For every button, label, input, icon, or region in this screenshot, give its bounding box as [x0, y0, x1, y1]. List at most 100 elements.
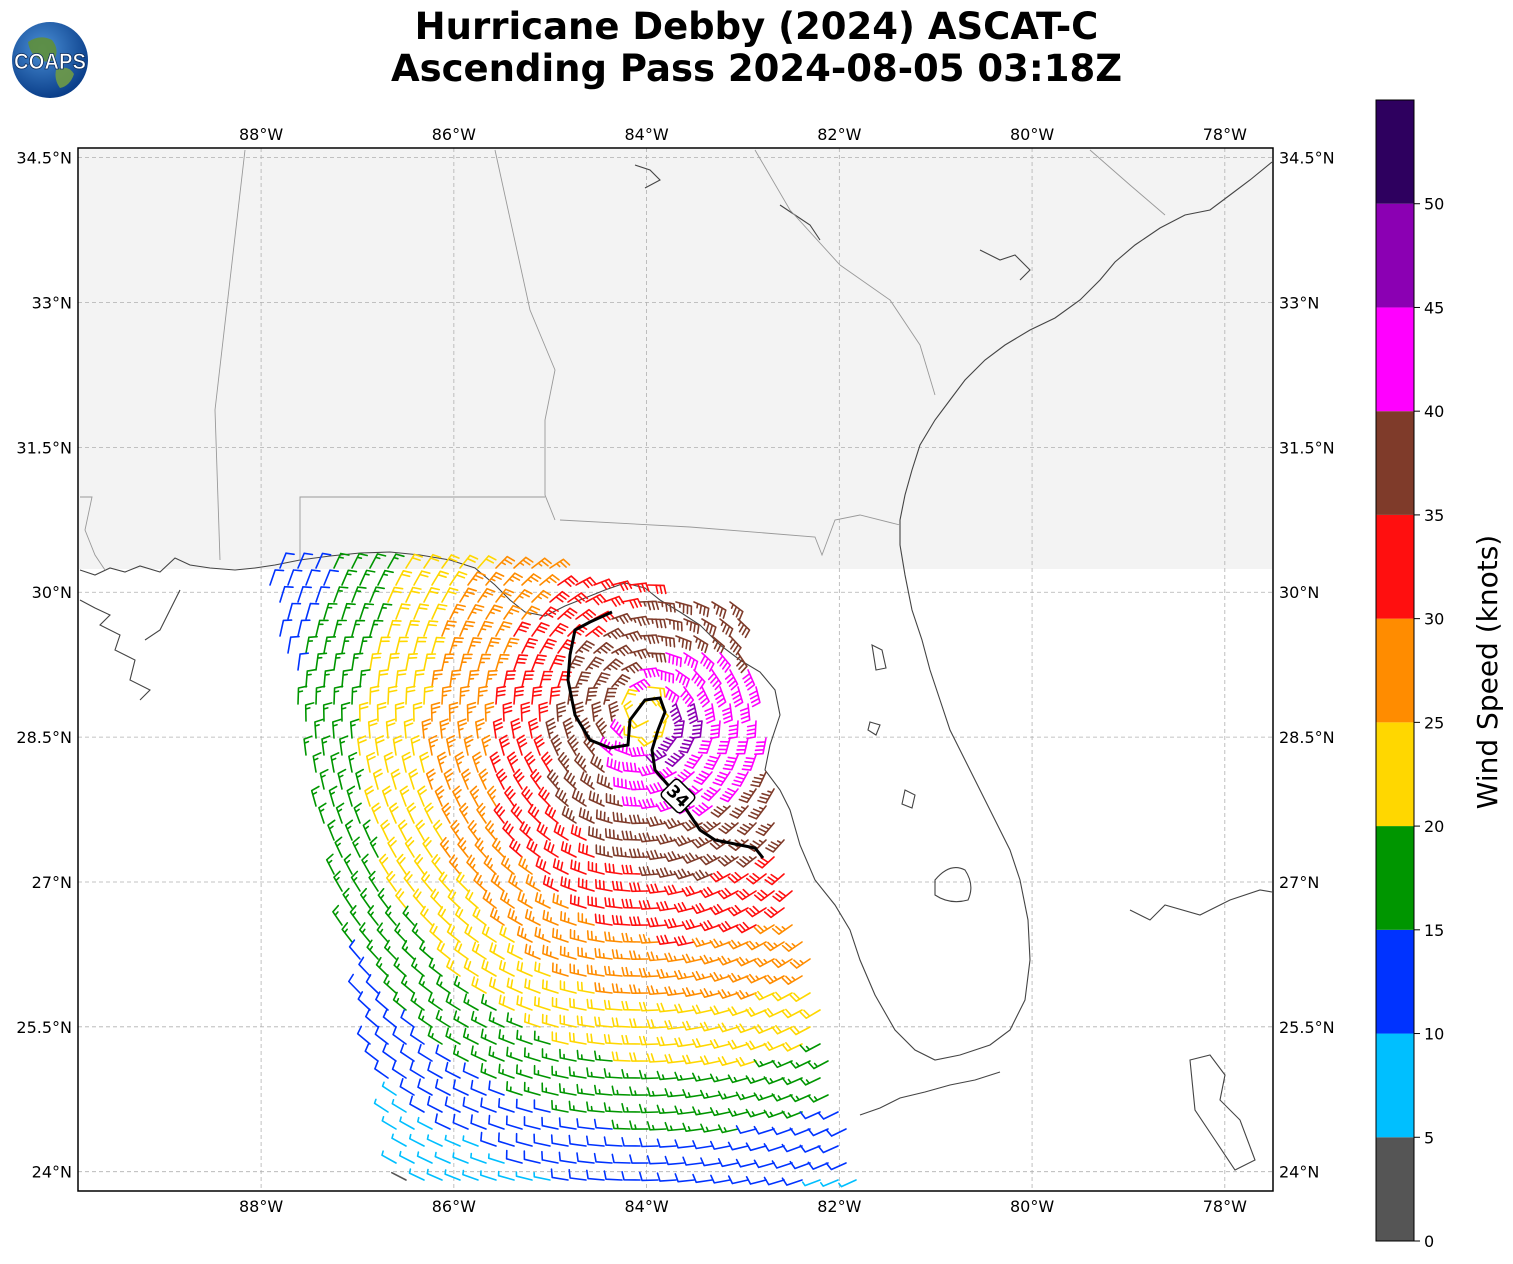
wind-barb — [459, 587, 477, 603]
wind-barb — [516, 960, 533, 977]
wind-barb — [517, 891, 533, 909]
wind-barb — [287, 602, 302, 620]
wind-barb — [536, 821, 551, 841]
colorbar-bins — [1376, 100, 1414, 1241]
wind-barb — [664, 1155, 685, 1166]
wind-barb — [384, 905, 397, 926]
wind-barb — [629, 1120, 649, 1130]
wind-barb — [724, 669, 739, 691]
wind-barb — [729, 805, 749, 819]
wind-barb — [467, 669, 480, 688]
wind-barb — [739, 703, 751, 724]
wind-barb — [435, 1078, 451, 1096]
wind-barb — [578, 807, 595, 824]
wind-barb — [506, 751, 519, 773]
wind-barb — [603, 595, 625, 607]
wind-barb — [360, 887, 371, 909]
wind-barb — [377, 669, 389, 688]
wind-barb — [576, 1152, 595, 1164]
wind-barb — [413, 603, 430, 620]
wind-barb — [561, 805, 577, 824]
wind-barb — [629, 615, 650, 627]
wind-barb — [577, 877, 595, 892]
wind-barb — [463, 958, 479, 977]
wind-barb — [753, 1092, 775, 1101]
wind-barb — [736, 822, 757, 836]
wind-barb — [502, 701, 513, 722]
wind-barb — [443, 768, 454, 790]
wind-barb — [575, 671, 591, 688]
wind-barb — [719, 787, 739, 803]
wind-barb — [439, 836, 451, 858]
wind-barb — [434, 1113, 451, 1130]
wind-barb — [560, 841, 577, 858]
wind-barb — [524, 978, 541, 994]
wind-barb — [452, 785, 462, 807]
wind-barb — [506, 1012, 523, 1028]
wind-barb — [387, 553, 405, 569]
wind-barb — [551, 1065, 569, 1079]
wind-barb — [699, 1055, 721, 1066]
lat-label-right-4: 28.5°N — [1279, 728, 1335, 747]
colorbar-ticks: 0 5 10 15 20 25 30 35 40 45 50 — [1414, 195, 1444, 1251]
wind-barb — [434, 1151, 451, 1164]
wind-barb — [358, 702, 369, 722]
wind-barb — [693, 601, 710, 618]
wind-barb — [495, 653, 510, 671]
wind-barb — [593, 672, 611, 688]
wind-barb — [533, 1064, 551, 1079]
wind-barb — [656, 934, 677, 945]
wind-barb — [421, 871, 433, 892]
wind-barb — [498, 734, 510, 756]
wind-barb — [287, 635, 300, 654]
wind-barb — [621, 1069, 641, 1079]
wind-barb — [692, 802, 713, 817]
colorbar: 0 5 10 15 20 25 30 35 40 45 50 Wind Speed (knots) — [1375, 99, 1504, 1251]
wind-barb — [429, 923, 443, 943]
wind-barb — [647, 618, 667, 629]
wind-barb — [462, 1062, 479, 1079]
wind-barb — [521, 786, 533, 807]
wind-barb — [333, 586, 349, 603]
wind-barb — [516, 926, 533, 943]
colorbar-tick-0: 0 — [1424, 1232, 1434, 1251]
wind-barb — [716, 652, 731, 673]
wind-barb — [333, 619, 347, 637]
wind-barb — [646, 917, 667, 928]
wind-barb — [629, 1154, 649, 1164]
wind-barb — [458, 802, 469, 824]
wind-barb — [439, 718, 450, 739]
wind-barb — [646, 883, 667, 894]
wind-barb — [549, 654, 566, 671]
wind-barb — [481, 924, 497, 943]
wind-barb — [699, 988, 721, 998]
wind-barb — [621, 1034, 641, 1045]
wind-barb — [405, 685, 416, 705]
wind-barb — [655, 799, 677, 812]
wind-barb — [467, 571, 486, 586]
wind-barb — [428, 992, 443, 1011]
wind-barb — [763, 1109, 785, 1119]
wind-barb — [523, 1081, 541, 1096]
wind-barb — [825, 1162, 847, 1171]
wind-barb — [606, 757, 623, 773]
wind-barb — [603, 1136, 623, 1147]
colorbar-tick-3: 15 — [1424, 921, 1444, 940]
wind-barb — [611, 1153, 631, 1164]
wind-barb — [305, 668, 317, 688]
wind-barb — [279, 552, 295, 569]
wind-barb — [430, 702, 441, 722]
wind-barb — [416, 1151, 433, 1164]
wind-barb — [322, 702, 333, 722]
wind-barb — [441, 587, 459, 603]
wind-barb — [609, 718, 625, 739]
wind-barb — [510, 718, 521, 739]
wind-barb — [789, 1127, 811, 1136]
wind-barb — [735, 990, 757, 1000]
wind-barb — [539, 638, 557, 654]
title-line-2: Ascending Pass 2024-08-05 03:18Z — [390, 47, 1123, 90]
wind-barb — [410, 992, 425, 1011]
wind-barb — [755, 822, 775, 837]
wind-barb — [717, 1158, 739, 1168]
wind-barb — [430, 888, 443, 909]
